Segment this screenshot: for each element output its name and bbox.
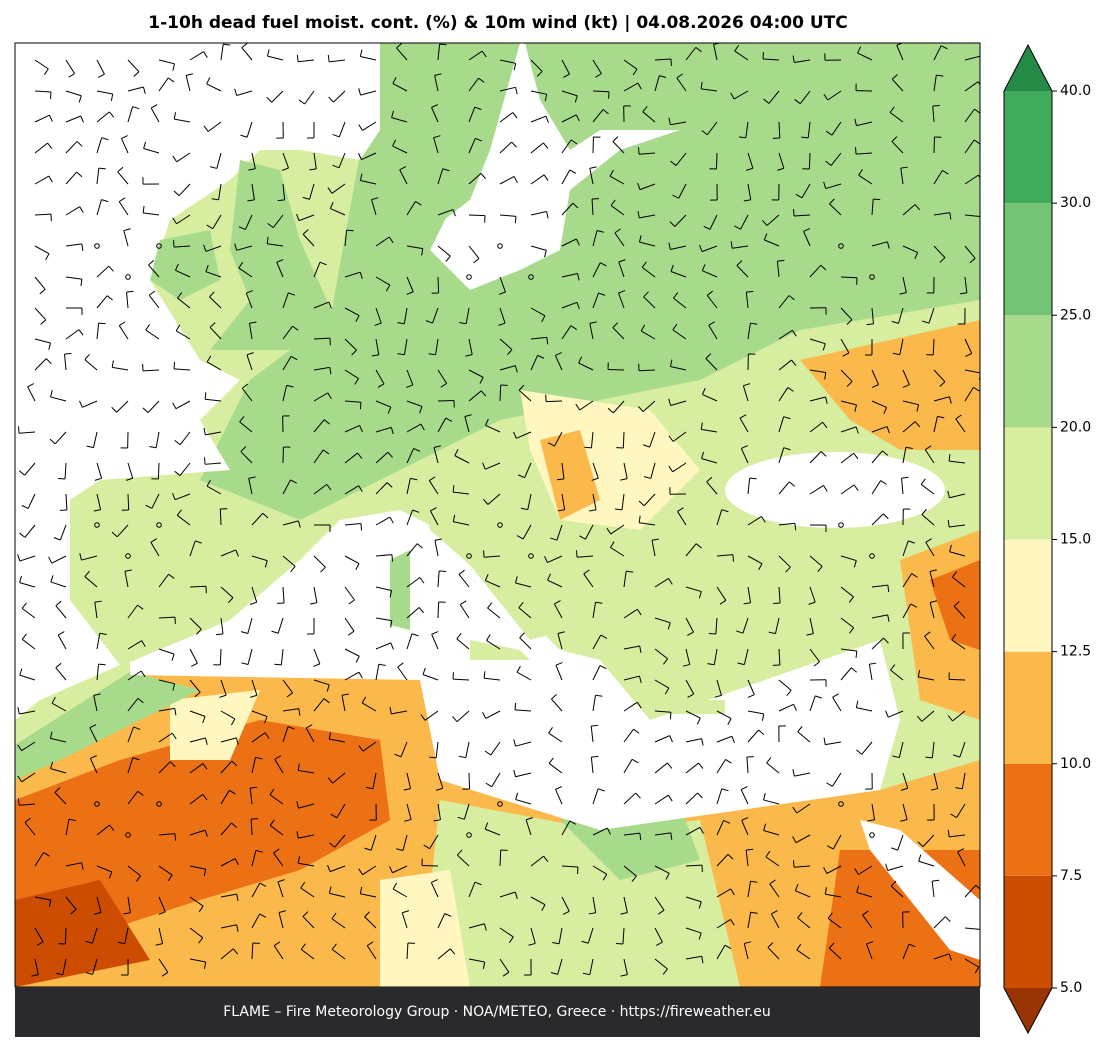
colorbar-tick-label: 5.0 xyxy=(1060,980,1082,996)
map xyxy=(15,43,982,987)
colorbar-tick-label: 40.0 xyxy=(1060,83,1091,99)
colorbar-band xyxy=(1004,652,1052,764)
wind-barb xyxy=(128,494,129,510)
wind-barb-flag xyxy=(773,603,780,604)
wind-barb-flag xyxy=(933,106,940,107)
wind-barb xyxy=(438,277,439,293)
wind-barb xyxy=(608,369,624,370)
colorbar-tick-label: 12.5 xyxy=(1060,644,1091,660)
colorbar-band xyxy=(1004,315,1052,427)
wind-barb-flag xyxy=(794,860,795,867)
wind-barb xyxy=(949,679,965,680)
wind-barb-flag xyxy=(639,147,640,154)
wind-barb-flag xyxy=(584,447,591,448)
wind-barb-flag xyxy=(867,324,874,325)
wind-barb xyxy=(220,649,221,665)
wind-barb xyxy=(623,432,624,448)
wind-barb-flag xyxy=(274,664,281,665)
colorbar-band xyxy=(1004,203,1052,315)
wind-barb xyxy=(220,509,221,525)
wind-barb-flag xyxy=(174,362,175,369)
wind-barb xyxy=(809,153,810,169)
wind-barb-flag xyxy=(127,291,134,292)
wind-barb xyxy=(500,385,501,401)
wind-barb-flag xyxy=(547,337,548,344)
colorbar-band xyxy=(1004,876,1052,988)
wind-barb-flag xyxy=(175,834,176,841)
wind-barb-flag xyxy=(856,147,857,154)
wind-barb xyxy=(469,773,470,789)
colorbar-tick-label: 25.0 xyxy=(1060,307,1091,323)
colorbar-tick-label: 7.5 xyxy=(1060,868,1082,884)
colorbar-over xyxy=(1004,45,1052,91)
wind-barb-flag xyxy=(65,353,72,354)
colorbar-band xyxy=(1004,427,1052,539)
wind-barb-flag xyxy=(204,457,205,464)
wind-barb-flag xyxy=(440,44,447,45)
wind-barb xyxy=(469,215,485,216)
wind-barb-flag xyxy=(873,199,880,200)
wind-barb-flag xyxy=(347,230,354,231)
colorbar: 5.0 7.5 10.0 12.5 15.0 20.0 25.0 30.0 40.0 xyxy=(1004,45,1091,1033)
wind-barb xyxy=(438,602,439,618)
map-title: 1-10h dead fuel moist. cont. (%) & 10m w… xyxy=(148,13,847,33)
footer-text: FLAME – Fire Meteorology Group · NOA/MET… xyxy=(223,1004,771,1020)
wind-barb xyxy=(716,153,717,169)
wind-barb-flag xyxy=(483,550,484,557)
colorbar-tick-label: 30.0 xyxy=(1060,195,1091,211)
wind-barb xyxy=(158,463,159,479)
wind-barb-flag xyxy=(360,402,361,409)
wind-barb-flag xyxy=(709,633,716,634)
wind-barb-flag xyxy=(981,56,983,63)
wind-barb xyxy=(500,850,501,866)
wind-barb-flag xyxy=(733,555,734,562)
wind-barb-flag xyxy=(19,426,20,433)
colorbar-tick-label: 20.0 xyxy=(1060,419,1091,435)
wind-barb-flag xyxy=(902,477,909,478)
colorbar-band xyxy=(1004,540,1052,652)
wind-barb-flag xyxy=(670,712,671,719)
wind-barb xyxy=(65,928,66,944)
wind-barb xyxy=(546,401,562,402)
colorbar-under xyxy=(1004,988,1052,1033)
colorbar-tick-label: 10.0 xyxy=(1060,756,1091,772)
colorbar-band xyxy=(1004,91,1052,203)
colorbar-band xyxy=(1004,764,1052,876)
wind-barb-flag xyxy=(361,524,362,531)
wind-barb-flag xyxy=(99,664,106,665)
wind-barb-flag xyxy=(577,550,578,557)
wind-barb-flag xyxy=(19,798,20,805)
wind-barb-flag xyxy=(515,216,516,223)
wind-barb-flag xyxy=(392,555,393,562)
wind-barb-flag xyxy=(777,260,784,261)
colorbar-tick-label: 15.0 xyxy=(1060,532,1091,548)
